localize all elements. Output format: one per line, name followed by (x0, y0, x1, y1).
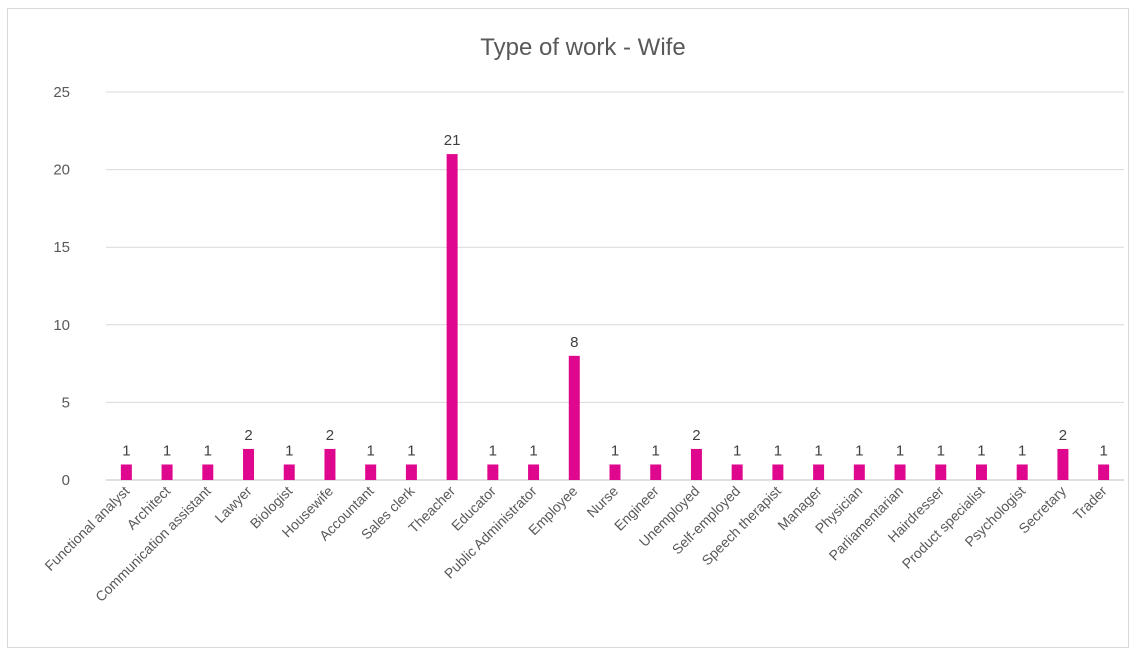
bar (405, 464, 417, 480)
bar (365, 464, 377, 480)
data-label: 1 (489, 442, 497, 459)
bar (813, 464, 825, 480)
bar (731, 464, 743, 480)
y-tick-label: 15 (53, 239, 70, 256)
bar (446, 154, 458, 480)
data-label: 1 (733, 442, 741, 459)
x-axis-ticks: Functional analystArchitectCommunication… (41, 482, 1110, 605)
data-label: 1 (977, 442, 985, 459)
bar (772, 464, 784, 480)
y-tick-label: 0 (62, 472, 70, 489)
bar (1016, 464, 1028, 480)
data-label: 1 (1099, 442, 1107, 459)
y-tick-label: 5 (62, 394, 70, 411)
bars (120, 154, 1110, 480)
bar (324, 448, 336, 480)
data-label: 2 (244, 427, 252, 444)
data-label: 1 (122, 442, 130, 459)
bar (243, 448, 255, 480)
data-label: 1 (367, 442, 375, 459)
bar (120, 464, 132, 480)
y-tick-label: 10 (53, 317, 70, 334)
bar (161, 464, 173, 480)
data-label: 1 (937, 442, 945, 459)
data-label: 1 (652, 442, 660, 459)
chart-title: Type of work - Wife (480, 34, 685, 61)
data-label: 1 (529, 442, 537, 459)
y-tick-label: 25 (53, 84, 70, 101)
bar (853, 464, 865, 480)
x-tick-label: Nurse (583, 483, 621, 521)
bar (690, 448, 702, 480)
bar (1098, 464, 1110, 480)
bar (609, 464, 621, 480)
data-label: 21 (444, 132, 461, 149)
y-tick-label: 20 (53, 162, 70, 179)
x-tick-label: Trader (1070, 483, 1110, 523)
y-axis-ticks: 0 5 10 15 20 25 (53, 84, 70, 489)
bar (487, 464, 499, 480)
data-label: 1 (407, 442, 415, 459)
bar (935, 464, 947, 480)
bar (975, 464, 987, 480)
data-label: 1 (611, 442, 619, 459)
data-label: 1 (814, 442, 822, 459)
bar (894, 464, 906, 480)
bar (650, 464, 662, 480)
data-label: 2 (1059, 427, 1067, 444)
data-label: 1 (285, 442, 293, 459)
bar (202, 464, 214, 480)
data-label: 1 (204, 442, 212, 459)
data-label: 2 (692, 427, 700, 444)
data-label: 2 (326, 427, 334, 444)
bar (568, 355, 580, 480)
data-label: 1 (774, 442, 782, 459)
data-label: 1 (163, 442, 171, 459)
gridlines (106, 91, 1124, 481)
data-label: 1 (896, 442, 904, 459)
bar (1057, 448, 1069, 480)
data-label: 8 (570, 334, 578, 351)
data-label: 1 (855, 442, 863, 459)
bar (528, 464, 540, 480)
data-label: 1 (1018, 442, 1026, 459)
bar (283, 464, 295, 480)
x-tick-label: Functional analyst (41, 483, 132, 574)
